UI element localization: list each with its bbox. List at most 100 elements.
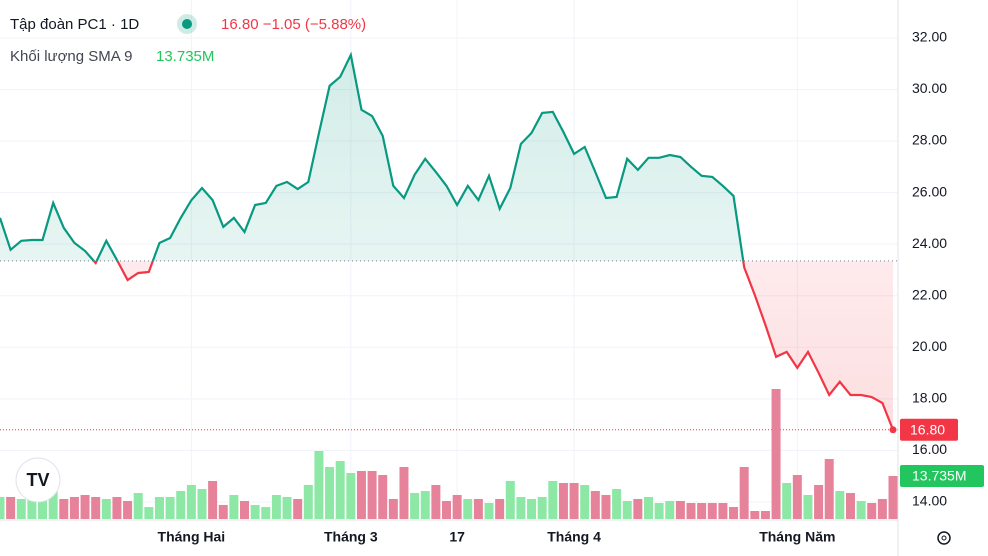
change-pct: (−5.88%): [305, 16, 366, 33]
volume-bar: [633, 498, 643, 519]
volume-bar: [516, 496, 526, 519]
volume-bar: [835, 491, 845, 519]
volume-bar: [101, 498, 111, 519]
price: 16.80: [221, 16, 259, 33]
volume-bar: [123, 500, 133, 519]
price-info: 16.80 −1.05 (−5.88%): [221, 16, 366, 33]
volume-bar: [473, 498, 483, 519]
volume-bar: [197, 489, 207, 519]
volume-bar: [314, 450, 324, 519]
y-tick-label: 26.00: [912, 183, 947, 199]
y-tick-label: 18.00: [912, 390, 947, 406]
volume-bar: [378, 475, 388, 519]
volume-bar: [697, 503, 707, 519]
volume-bar: [229, 494, 239, 519]
volume-bar: [325, 466, 335, 519]
volume-bar: [580, 484, 590, 519]
area-down: [93, 260, 893, 430]
volume-bar: [48, 491, 58, 519]
area-up: [0, 54, 893, 261]
volume-bar: [261, 507, 271, 519]
volume-bar: [686, 503, 696, 519]
y-tick-label: 22.00: [912, 286, 947, 302]
x-tick-label: Tháng 3: [324, 529, 378, 545]
volume-bar: [718, 503, 728, 519]
volume-bar: [622, 500, 632, 519]
volume-bar: [420, 491, 430, 519]
volume-bar: [176, 491, 186, 519]
symbol-name: Tập đoàn PC1: [10, 16, 107, 33]
volume-bar: [165, 496, 175, 519]
x-tick-label: 17: [449, 529, 465, 545]
volume-bar: [771, 389, 781, 519]
volume-bar: [240, 500, 250, 519]
volume-bar: [154, 496, 164, 519]
volume-bar: [6, 496, 16, 519]
y-tick-label: 32.00: [912, 29, 947, 45]
volume-bar: [877, 498, 887, 519]
volume-bar: [133, 493, 143, 519]
volume-bar: [845, 493, 855, 519]
volume-bar: [463, 498, 473, 519]
volume-bar: [750, 510, 760, 519]
y-tick-label: 30.00: [912, 80, 947, 96]
volume-bar: [218, 505, 228, 519]
volume-bar: [643, 496, 653, 519]
volume-bar: [186, 484, 196, 519]
volume-bar: [707, 503, 717, 519]
volume-bar: [590, 491, 600, 519]
y-tick-label: 24.00: [912, 235, 947, 251]
volume-bar: [495, 498, 505, 519]
volume-bar: [569, 482, 579, 519]
volume-bar: [452, 494, 462, 519]
volume-bar: [69, 496, 79, 519]
change: −1.05: [263, 16, 301, 33]
volume-bar: [367, 471, 377, 519]
volume-bar: [558, 482, 568, 519]
volume-bar: [293, 498, 303, 519]
volume-bar: [282, 496, 292, 519]
volume-bar: [112, 496, 122, 519]
volume-bar: [814, 484, 824, 519]
settings-icon[interactable]: [937, 531, 951, 545]
separator: ·: [107, 16, 120, 33]
logo[interactable]: [15, 457, 61, 503]
volume-bar: [601, 494, 611, 519]
volume-bar: [27, 496, 37, 519]
volume-bar: [442, 500, 451, 519]
volume-bar: [303, 484, 313, 519]
price-line-up: [0, 51, 745, 261]
volume-bar: [91, 496, 101, 519]
volume-bar: [665, 500, 675, 519]
settings-icon-center[interactable]: [941, 535, 947, 541]
symbol: Tập đoàn PC1 · 1D: [10, 16, 139, 33]
volume-value: 13.735M: [156, 48, 214, 65]
volume-bar: [208, 480, 218, 519]
interval: 1D: [120, 16, 139, 33]
y-tick-label: 20.00: [912, 338, 947, 354]
volume-bar: [388, 498, 398, 519]
volume-bar: [824, 459, 834, 519]
volume-bar: [548, 480, 558, 519]
volume-title: Khối lượng SMA 9: [10, 48, 132, 65]
y-tick-label: 16.00: [912, 441, 947, 457]
volume-bar: [80, 494, 90, 519]
x-tick-label: Tháng 4: [547, 529, 601, 545]
volume-bar: [527, 498, 537, 519]
volume-bar: [782, 482, 792, 519]
volume-bar: [537, 496, 547, 519]
price-line-down: [92, 260, 895, 431]
volume-bar: [59, 498, 69, 519]
volume-bar: [729, 507, 739, 519]
volume-bar: [144, 507, 154, 519]
volume-bar: [505, 480, 515, 519]
volume-bar: [346, 473, 356, 519]
volume-bar: [484, 503, 494, 519]
volume-bar: [654, 503, 664, 519]
x-tick-label: Tháng Hai: [158, 529, 226, 545]
volume-bar: [250, 505, 260, 519]
logo-mark[interactable]: TV: [26, 470, 49, 490]
volume-bar: [888, 475, 898, 519]
volume-bar: [867, 503, 877, 519]
